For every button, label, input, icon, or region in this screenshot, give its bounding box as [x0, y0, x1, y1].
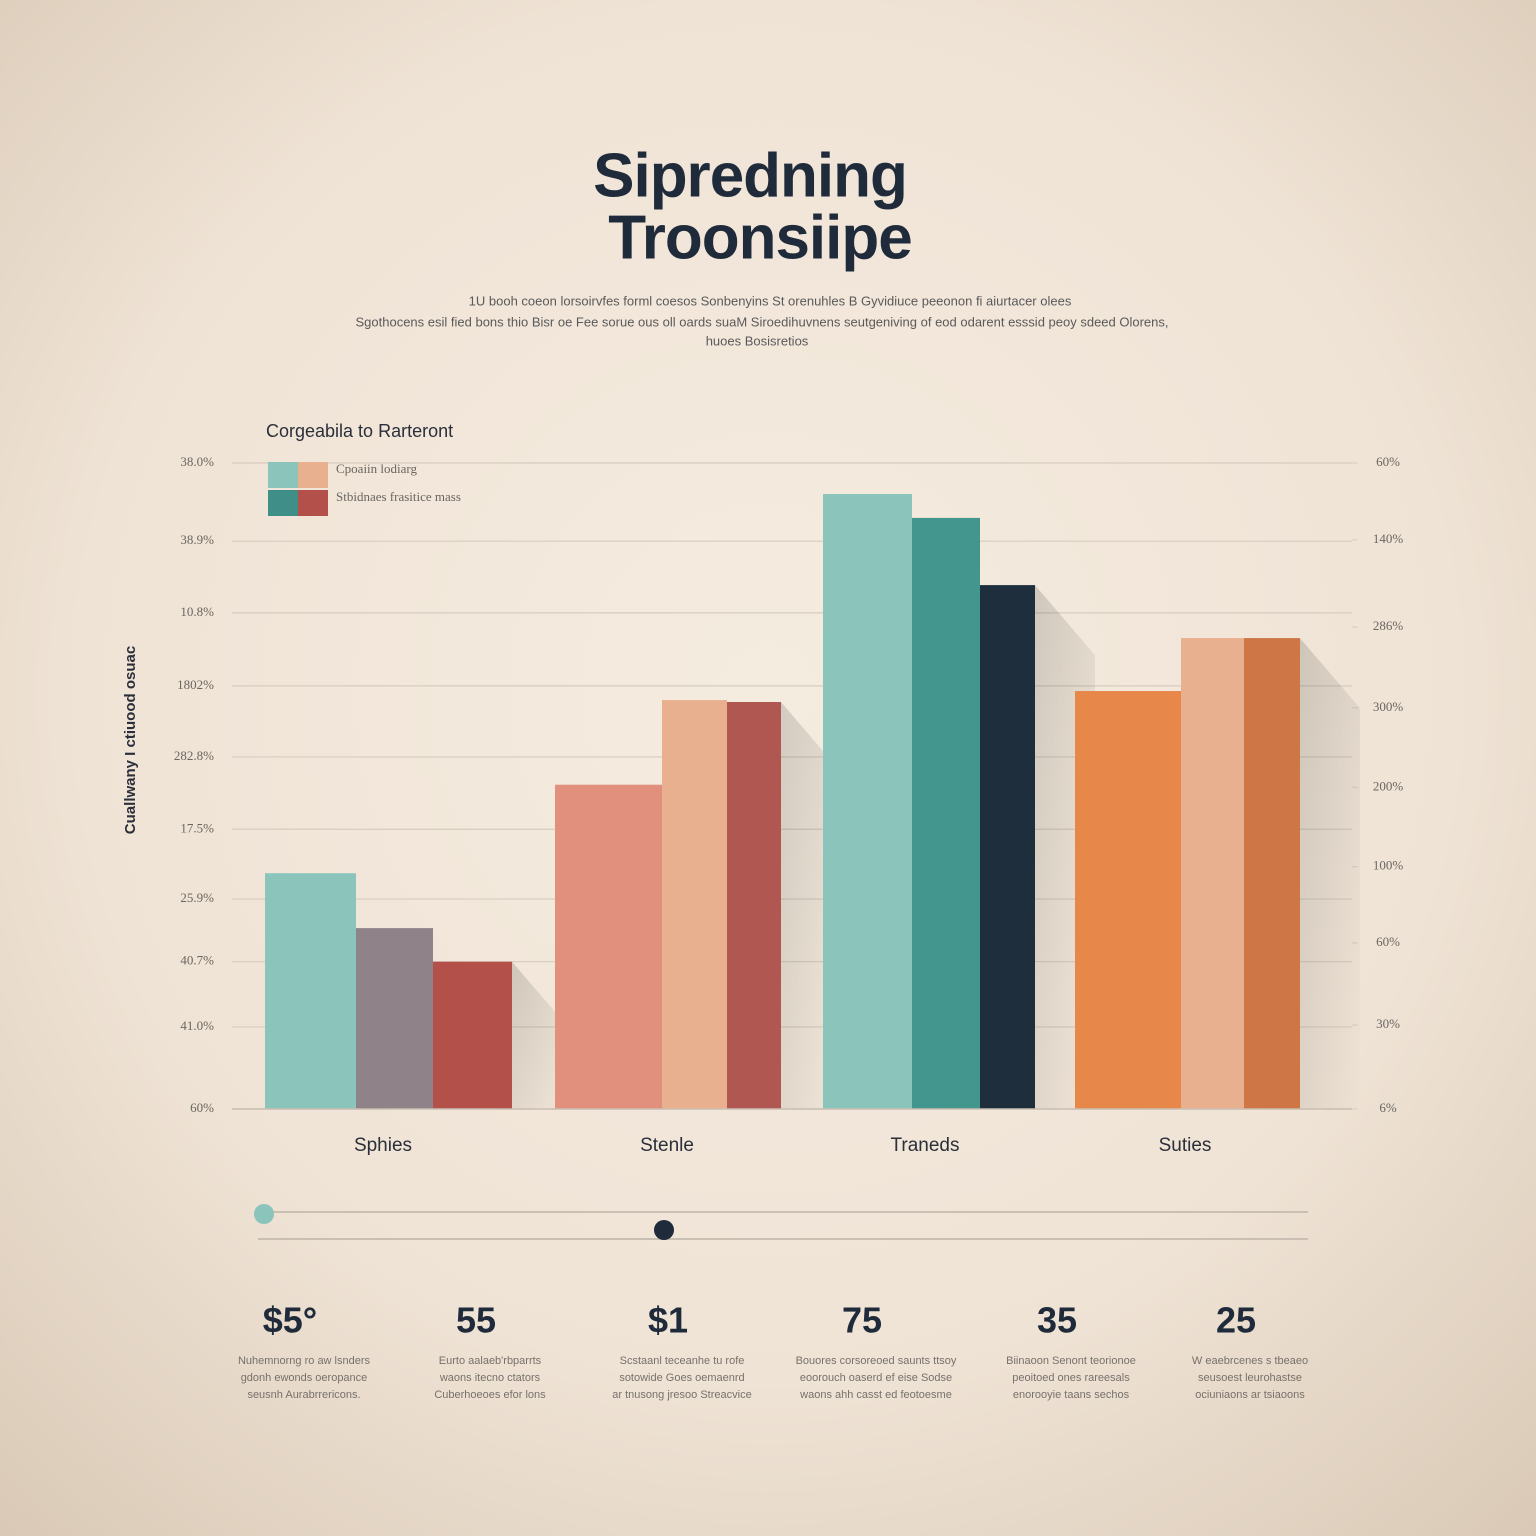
stat-description: eoorouch oaserd ef eise Sodse [800, 1372, 952, 1384]
x-tick-label: Suties [1159, 1135, 1212, 1156]
bar-shadow [1300, 638, 1360, 1109]
stat-description: ociuniaons ar tsiaoons [1195, 1389, 1305, 1401]
chart-title: Corgeabila to Rarteront [266, 421, 453, 441]
stat-description: sotowide Goes oemaenrd [619, 1372, 744, 1384]
x-tick-label: Sphies [354, 1135, 412, 1156]
stat-value: $5° [263, 1300, 317, 1341]
stat-description: W eaebrcenes s tbeaeo [1192, 1355, 1308, 1367]
y2-tick-label: 60% [1376, 454, 1400, 469]
y-tick-label: 60% [190, 1100, 214, 1115]
stat-value: 25 [1216, 1300, 1256, 1341]
title-line: Troonsiipe [608, 203, 911, 272]
legend-label: Cpoaiin lodiarg [336, 461, 418, 476]
y-tick-label: 40.7% [180, 953, 214, 968]
y-tick-label: 1802% [177, 677, 214, 692]
legend-swatch [298, 490, 328, 516]
bar [433, 961, 512, 1109]
bar [727, 702, 781, 1109]
stat-description: Bouores corsoreoed saunts ttsoy [796, 1355, 957, 1367]
bar [1075, 691, 1181, 1109]
y-axis-title: Cuallwany I ctiuood osuac [122, 646, 139, 834]
stat-description: ar tnusong jresoo Streacvice [612, 1389, 751, 1401]
stat-description: enorooyie taans sechos [1013, 1389, 1130, 1401]
x-tick-label: Stenle [640, 1135, 694, 1156]
stat-description: Cuberhoeoes efor lons [434, 1389, 546, 1401]
slider-knob[interactable] [654, 1220, 674, 1240]
y2-tick-label: 300% [1373, 699, 1404, 714]
bar [662, 700, 727, 1109]
y-tick-label: 38.9% [180, 532, 214, 547]
y2-tick-label: 200% [1373, 778, 1404, 793]
bar [1244, 638, 1300, 1109]
y-tick-label: 25.9% [180, 890, 214, 905]
stat-description: Scstaanl teceanhe tu rofe [620, 1355, 745, 1367]
y-tick-label: 41.0% [180, 1018, 214, 1033]
stat-description: seusnh Aurabrrericons. [247, 1389, 360, 1401]
subtitle-line: 1U booh coeon lorsoirvfes forml coesos S… [469, 293, 1072, 308]
legend-swatch [268, 462, 298, 488]
bar [265, 873, 356, 1109]
y2-tick-label: 30% [1376, 1016, 1400, 1031]
bar [912, 517, 980, 1109]
legend-swatch [298, 462, 328, 488]
title-line: Sipredning [593, 141, 907, 210]
y2-tick-label: 100% [1373, 858, 1404, 873]
stat-value: 55 [456, 1300, 496, 1341]
stat-description: Biinaoon Senont teorionoe [1006, 1355, 1136, 1367]
y2-tick-label: 6% [1379, 1100, 1397, 1115]
y2-tick-label: 286% [1373, 618, 1404, 633]
y-tick-label: 282.8% [174, 748, 214, 763]
stat-description: seusoest leurohastse [1198, 1372, 1302, 1384]
y-tick-label: 10.8% [180, 604, 214, 619]
stat-description: waons itecno ctators [439, 1372, 541, 1384]
bar [823, 494, 912, 1109]
legend-label: Stbidnaes frasitice mass [336, 489, 461, 504]
subtitle-line: huoes Bosisretios [706, 333, 809, 348]
bar [1181, 638, 1244, 1109]
stat-value: 75 [842, 1300, 882, 1341]
y2-tick-label: 60% [1376, 934, 1400, 949]
bar [980, 585, 1035, 1109]
y-tick-label: 38.0% [180, 454, 214, 469]
legend-swatch [268, 490, 298, 516]
stat-description: Eurto aalaeb'rbparrts [439, 1355, 542, 1367]
stat-description: waons ahh casst ed feotoesme [799, 1389, 952, 1401]
stat-value: 35 [1037, 1300, 1077, 1341]
stat-description: Nuhemnorng ro aw lsnders [238, 1355, 371, 1367]
stat-description: gdonh ewonds oeropance [241, 1372, 368, 1384]
stat-value: $1 [648, 1300, 688, 1341]
subtitle-line: Sgothocens esil fied bons thio Bisr oe F… [356, 314, 1169, 329]
y-tick-label: 17.5% [180, 820, 214, 835]
slider-knob[interactable] [254, 1204, 274, 1224]
bar [555, 784, 662, 1109]
bar [356, 928, 433, 1109]
x-tick-label: Traneds [891, 1135, 960, 1156]
stat-description: peoitoed ones rareesals [1012, 1372, 1130, 1384]
y2-tick-label: 140% [1373, 531, 1404, 546]
